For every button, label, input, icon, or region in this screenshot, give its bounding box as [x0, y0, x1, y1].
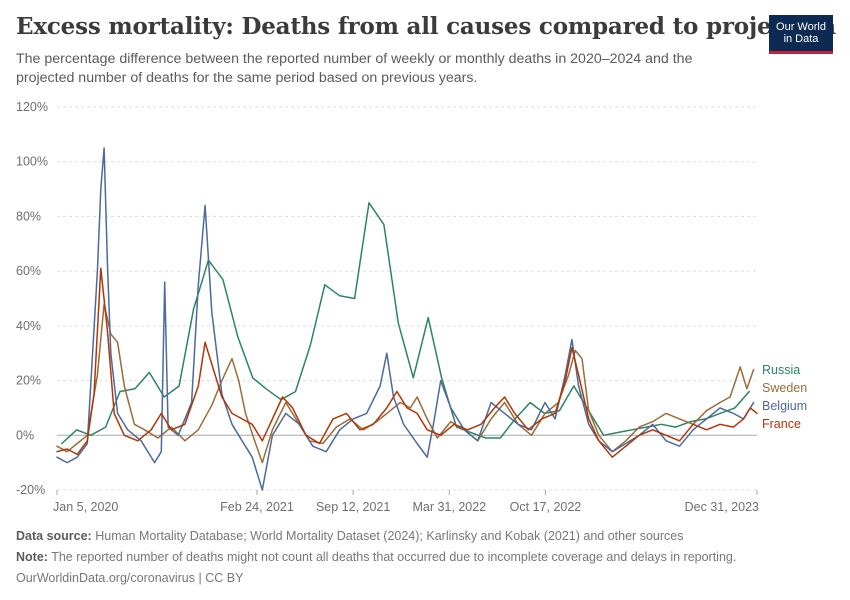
- legend-label-belgium[interactable]: Belgium: [762, 399, 807, 413]
- y-tick-label: 40%: [16, 319, 41, 333]
- x-tick-label: Dec 31, 2023: [685, 500, 759, 514]
- x-tick-label: Mar 31, 2022: [412, 500, 486, 514]
- credit-link[interactable]: OurWorldinData.org/coronavirus | CC BY: [16, 571, 244, 585]
- axis-layer: -20% 0% 20% 40% 60% 80% 100% 120% Jan 5, 2020 Feb…: [16, 100, 759, 514]
- y-tick-label: 60%: [16, 264, 41, 278]
- note: Note: The reported number of deaths migh…: [16, 550, 736, 564]
- note-text: The reported number of deaths might not …: [51, 550, 737, 564]
- note-label: Note:: [16, 550, 48, 564]
- legend-label-russia[interactable]: Russia: [762, 363, 800, 377]
- data-source: Data source: Human Mortality Database; W…: [16, 529, 683, 543]
- data-source-label: Data source:: [16, 529, 92, 543]
- x-tick-label: Sep 12, 2021: [316, 500, 390, 514]
- logo-line-1: Our World: [776, 21, 826, 33]
- y-tick-label: 0%: [16, 428, 34, 442]
- y-tick-label: 120%: [16, 100, 48, 114]
- legend-layer[interactable]: Russia Sweden Belgium France: [762, 363, 807, 431]
- x-tick-label: Oct 17, 2022: [510, 500, 582, 514]
- legend-label-sweden[interactable]: Sweden: [762, 381, 807, 395]
- x-tick-label: Jan 5, 2020: [53, 500, 118, 514]
- y-tick-label: -20%: [16, 483, 45, 497]
- series-line-belgium[interactable]: [56, 147, 755, 491]
- series-layer[interactable]: [56, 147, 758, 491]
- y-tick-label: 100%: [16, 155, 48, 169]
- series-line-france[interactable]: [56, 267, 758, 458]
- chart-title: Excess mortality: Deaths from all causes…: [16, 13, 836, 40]
- chart-subtitle: The percentage difference between the re…: [16, 51, 693, 86]
- data-source-text: Human Mortality Database; World Mortalit…: [95, 529, 684, 543]
- series-line-sweden[interactable]: [56, 303, 755, 464]
- y-tick-label: 80%: [16, 209, 41, 223]
- logo-line-2: in Data: [783, 33, 819, 45]
- owid-logo[interactable]: Our World in Data: [769, 15, 833, 54]
- y-tick-label: 20%: [16, 374, 41, 388]
- x-tick-label: Feb 24, 2021: [220, 500, 294, 514]
- series-line-russia[interactable]: [61, 202, 751, 445]
- legend-label-france[interactable]: France: [762, 417, 801, 431]
